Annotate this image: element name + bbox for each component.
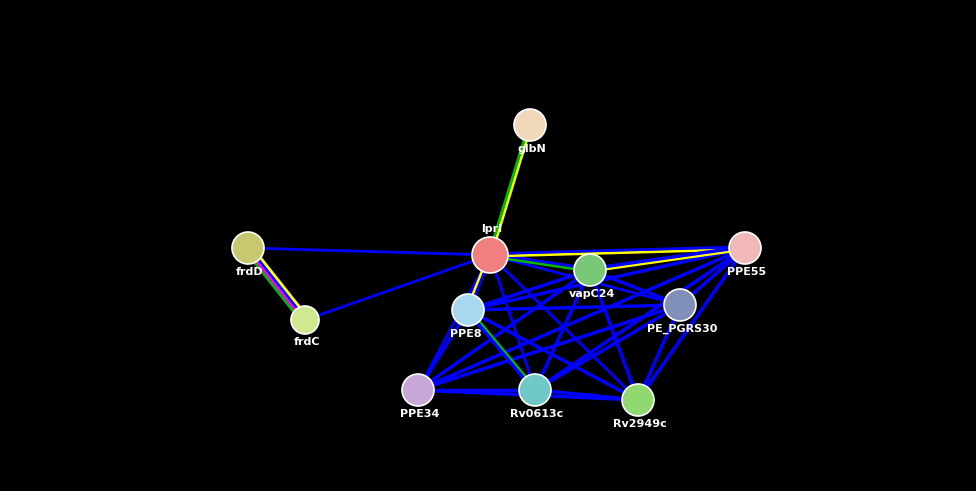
Text: frdC: frdC	[294, 337, 320, 347]
Text: vapC24: vapC24	[569, 289, 615, 299]
Circle shape	[232, 232, 264, 264]
Text: PPE55: PPE55	[727, 267, 766, 277]
Circle shape	[622, 384, 654, 416]
Circle shape	[402, 374, 434, 406]
Text: glbN: glbN	[517, 144, 547, 154]
Text: frdD: frdD	[236, 267, 264, 277]
Text: PPE34: PPE34	[400, 409, 439, 419]
Text: Rv2949c: Rv2949c	[613, 419, 667, 429]
Text: lprI: lprI	[481, 224, 503, 234]
Circle shape	[664, 289, 696, 321]
Circle shape	[291, 306, 319, 334]
Text: PPE8: PPE8	[450, 329, 482, 339]
Circle shape	[519, 374, 551, 406]
Circle shape	[514, 109, 546, 141]
Circle shape	[472, 237, 508, 273]
Text: PE_PGRS30: PE_PGRS30	[647, 324, 717, 334]
Circle shape	[729, 232, 761, 264]
Text: Rv0613c: Rv0613c	[510, 409, 563, 419]
Circle shape	[574, 254, 606, 286]
Circle shape	[452, 294, 484, 326]
